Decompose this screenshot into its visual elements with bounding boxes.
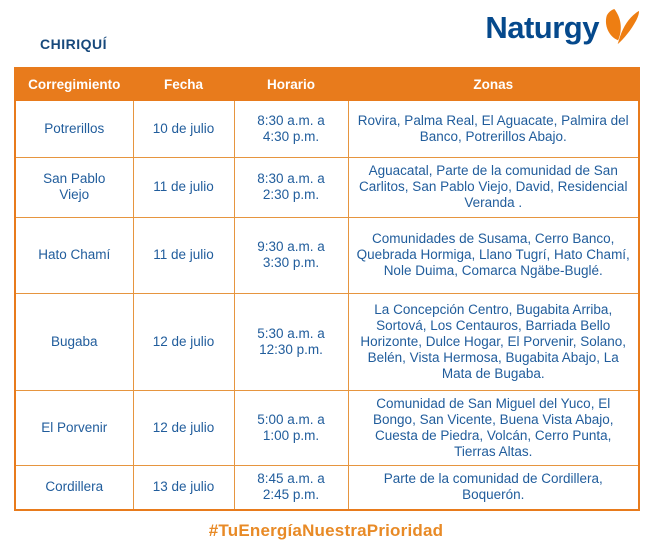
table-row: San Pablo Viejo 11 de julio 8:30 a.m. a … bbox=[14, 156, 640, 218]
cell-zonas: Rovira, Palma Real, El Aguacate, Palmira… bbox=[347, 99, 640, 158]
cell-zonas: Comunidades de Susama, Cerro Banco, Queb… bbox=[347, 216, 640, 294]
cell-fecha: 11 de julio bbox=[132, 216, 235, 294]
cell-corregimiento: El Porvenir bbox=[14, 389, 134, 466]
column-header-fecha: Fecha bbox=[132, 67, 235, 101]
cell-corregimiento: Bugaba bbox=[14, 292, 134, 391]
table-row: Hato Chamí 11 de julio 9:30 a.m. a 3:30 … bbox=[14, 216, 640, 294]
cell-horario: 8:30 a.m. a 4:30 p.m. bbox=[233, 99, 349, 158]
column-header-horario: Horario bbox=[233, 67, 349, 101]
butterfly-icon bbox=[605, 9, 640, 45]
naturgy-logo-text: Naturgy bbox=[485, 10, 599, 45]
naturgy-logo: Naturgy bbox=[485, 6, 640, 50]
cell-zonas: La Concepción Centro, Bugabita Arriba, S… bbox=[347, 292, 640, 391]
cell-horario: 5:30 a.m. a 12:30 p.m. bbox=[233, 292, 349, 391]
cell-fecha: 12 de julio bbox=[132, 292, 235, 391]
cell-corregimiento: Hato Chamí bbox=[14, 216, 134, 294]
cell-zonas: Parte de la comunidad de Cordillera, Boq… bbox=[347, 464, 640, 511]
cell-fecha: 10 de julio bbox=[132, 99, 235, 158]
column-header-zonas: Zonas bbox=[347, 67, 640, 101]
cell-horario: 8:30 a.m. a 2:30 p.m. bbox=[233, 156, 349, 218]
cell-corregimiento: San Pablo Viejo bbox=[14, 156, 134, 218]
table-header-row: Corregimiento Fecha Horario Zonas bbox=[14, 67, 640, 101]
table-row: Potrerillos 10 de julio 8:30 a.m. a 4:30… bbox=[14, 99, 640, 158]
hashtag-footer: #TuEnergíaNuestraPrioridad bbox=[208, 521, 444, 540]
region-title: CHIRIQUÍ bbox=[40, 36, 107, 52]
column-header-corregimiento: Corregimiento bbox=[14, 67, 134, 101]
cell-fecha: 11 de julio bbox=[132, 156, 235, 218]
cell-fecha: 12 de julio bbox=[132, 389, 235, 466]
cell-fecha: 13 de julio bbox=[132, 464, 235, 511]
cell-corregimiento: Potrerillos bbox=[14, 99, 134, 158]
cell-horario: 5:00 a.m. a 1:00 p.m. bbox=[233, 389, 349, 466]
table-row: El Porvenir 12 de julio 5:00 a.m. a 1:00… bbox=[14, 389, 640, 466]
table-row: Bugaba 12 de julio 5:30 a.m. a 12:30 p.m… bbox=[14, 292, 640, 391]
outage-schedule-table: Corregimiento Fecha Horario Zonas Potrer… bbox=[14, 67, 640, 511]
table-row: Cordillera 13 de julio 8:45 a.m. a 2:45 … bbox=[14, 464, 640, 511]
cell-horario: 8:45 a.m. a 2:45 p.m. bbox=[233, 464, 349, 511]
cell-zonas: Aguacatal, Parte de la comunidad de San … bbox=[347, 156, 640, 218]
cell-zonas: Comunidad de San Miguel del Yuco, El Bon… bbox=[347, 389, 640, 466]
cell-horario: 9:30 a.m. a 3:30 p.m. bbox=[233, 216, 349, 294]
cell-corregimiento: Cordillera bbox=[14, 464, 134, 511]
